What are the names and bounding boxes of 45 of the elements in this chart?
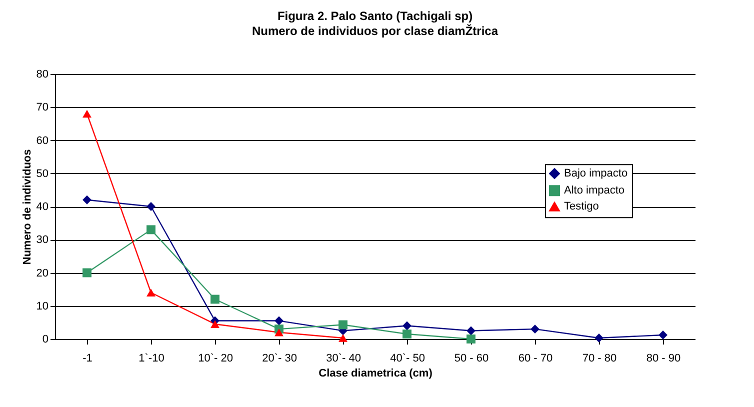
point <box>210 294 220 304</box>
x-tick-label: 20`- 30 <box>262 352 297 364</box>
point <box>338 334 348 342</box>
legend-label: Bajo impacto <box>564 168 628 180</box>
point <box>402 321 412 330</box>
y-tick-label: 50 <box>36 168 48 180</box>
x-tick-label: 50 - 60 <box>454 352 489 364</box>
point <box>82 110 92 118</box>
point <box>210 320 220 328</box>
y-tick-label: 70 <box>36 102 48 114</box>
x-tick-label: 10`- 20 <box>198 352 233 364</box>
point <box>82 268 92 278</box>
x-tick-label: 1`-10 <box>138 352 164 364</box>
legend-label: Testigo <box>564 200 599 213</box>
point <box>274 328 284 336</box>
x-tick-label: -1 <box>82 352 92 364</box>
x-tick-label: 70 - 80 <box>582 352 617 364</box>
x-tick-label: 80 - 90 <box>646 352 681 364</box>
y-tick-label: 10 <box>36 300 48 312</box>
chart-title: Figura 2. Palo Santo (Tachigali sp) <box>277 9 473 23</box>
point <box>82 195 92 204</box>
y-axis-title: Numero de individuos <box>21 149 34 265</box>
point <box>146 288 156 296</box>
y-tick-label: 60 <box>36 134 48 147</box>
x-tick-label: 40`- 50 <box>390 352 425 364</box>
legend-label: Alto impacto <box>564 184 625 197</box>
y-tick-label: 20 <box>36 267 48 280</box>
point <box>146 202 156 211</box>
point <box>466 326 476 336</box>
point <box>146 225 156 234</box>
y-tick-label: 80 <box>36 68 48 80</box>
point <box>594 334 604 342</box>
point <box>466 334 476 344</box>
y-tick-label: 0 <box>42 334 48 346</box>
x-axis-title: Clase diametrica (cm) <box>318 368 433 380</box>
point <box>530 324 540 334</box>
point <box>658 330 668 340</box>
point <box>274 316 284 326</box>
point <box>402 330 412 339</box>
x-tick-label: 30`- 40 <box>326 352 361 364</box>
y-tick-label: 30 <box>36 234 48 246</box>
chart-subtitle: Numero de individuos por clase diamŽtrica <box>252 24 498 38</box>
x-tick-label: 60 - 70 <box>518 352 553 364</box>
y-tick-label: 40 <box>36 201 48 213</box>
point <box>338 320 348 330</box>
